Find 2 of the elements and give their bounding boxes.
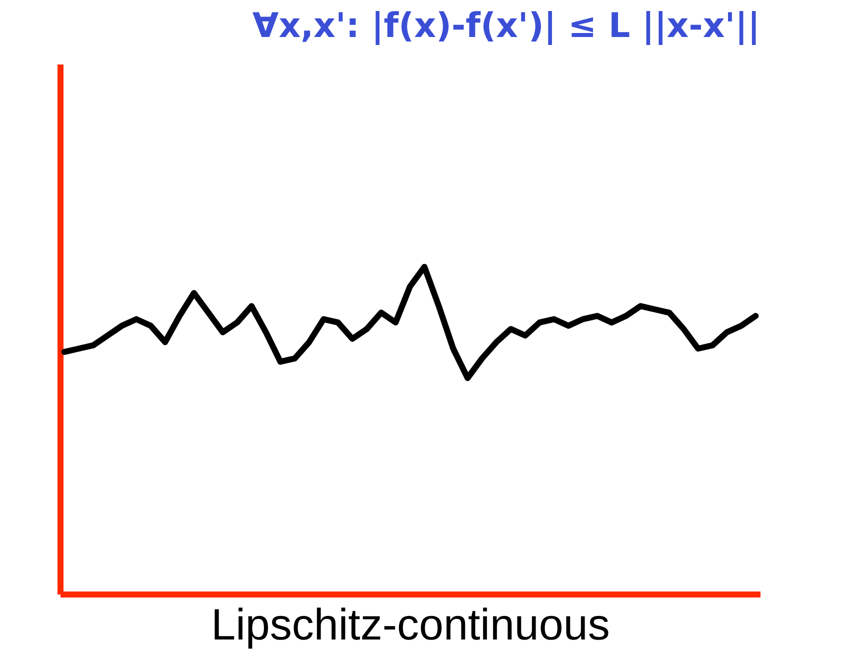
x-axis-title: Lipschitz-continuous xyxy=(211,600,610,650)
chart-title: ∀x,x': |f(x)-f(x')| ≤ L ||x-x'|| xyxy=(252,6,760,46)
